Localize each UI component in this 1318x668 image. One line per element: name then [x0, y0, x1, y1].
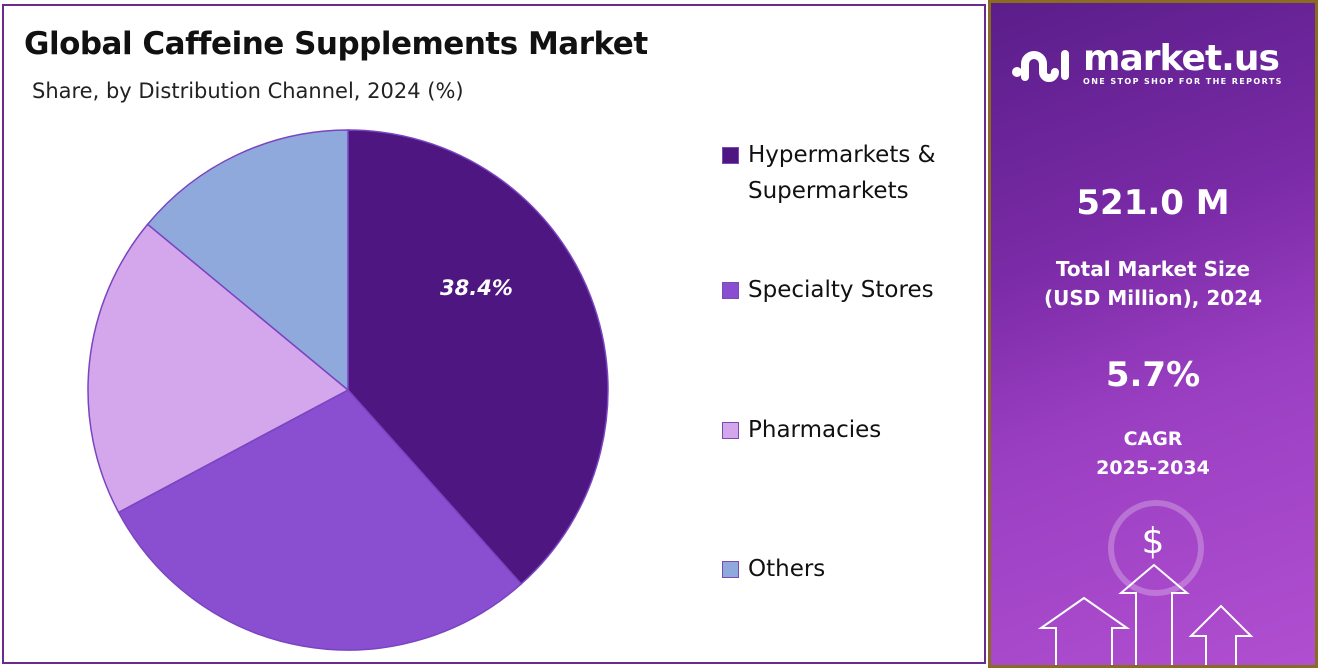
cagr-label: CAGR [1123, 428, 1183, 450]
legend-label: Others [748, 556, 826, 582]
dollar-icon: $ [1141, 521, 1165, 562]
legend-item-pharmacies: Pharmacies [722, 412, 972, 448]
pie-slice-others [146, 129, 349, 392]
legend-swatch [722, 422, 739, 439]
logo-mark-icon [1012, 49, 1069, 82]
logo-tagline: ONE STOP SHOP FOR THE REPORTS [1083, 77, 1283, 86]
cagr-period: 2025-2034 [1096, 457, 1210, 479]
legend-swatch [722, 282, 739, 299]
legend-label: Specialty Stores [748, 277, 934, 303]
legend-swatch [722, 147, 739, 164]
legend-label: Pharmacies [748, 417, 882, 443]
data-label: 38.4% [440, 276, 513, 300]
legend-label-line1: Hypermarkets & [748, 142, 936, 168]
legend-item-others: Others [722, 551, 972, 587]
market-size-label-2: (USD Million), 2024 [1043, 286, 1263, 310]
pie-slice-specialty-stores [117, 389, 523, 651]
cagr-value: 5.7% [1105, 355, 1201, 395]
logo-name: market.us [1083, 38, 1280, 79]
legend-item-specialty: Specialty Stores [722, 272, 972, 308]
pie-slice-hypermarkets-supermarkets [347, 129, 609, 586]
chart-subtitle: Share, by Distribution Channel, 2024 (%) [32, 79, 464, 103]
legend-item-hypermarkets: Hypermarkets & Supermarkets [722, 137, 972, 209]
market-size-value: 521.0 M [1076, 183, 1230, 223]
legend-label: Hypermarkets & Supermarkets [748, 137, 936, 209]
pie-chart: 38.4% [87, 129, 609, 651]
market-size-label-1: Total Market Size [1055, 257, 1251, 281]
pie-slice-pharmacies [87, 223, 350, 514]
chart-title: Global Caffeine Supplements Market [24, 26, 648, 62]
summary-panel: $ market.us ONE STOP SHOP FOR THE REPORT… [988, 0, 1318, 668]
legend-label-line2: Supermarkets [748, 178, 909, 204]
background-decoration [1037, 500, 1254, 665]
legend-swatch [722, 561, 739, 578]
up-arrows-icon [1037, 563, 1254, 665]
market-us-logo: market.us ONE STOP SHOP FOR THE REPORTS [1011, 41, 1283, 86]
chart-panel: Global Caffeine Supplements Market Share… [2, 4, 986, 664]
